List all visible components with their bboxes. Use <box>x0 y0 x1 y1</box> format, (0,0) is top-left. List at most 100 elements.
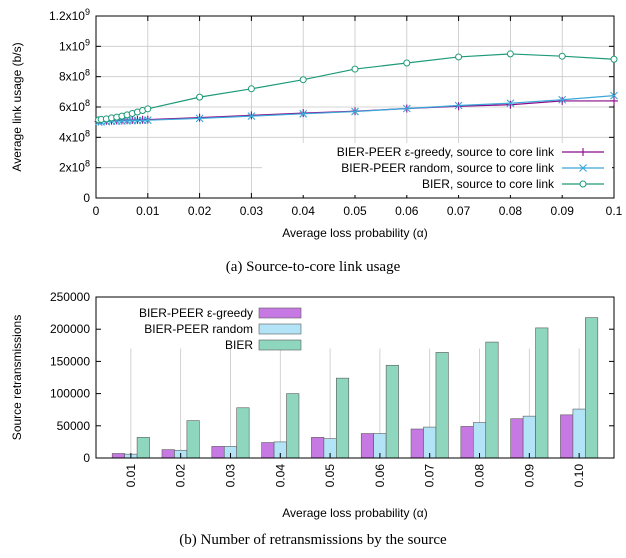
data-point <box>610 91 618 100</box>
y-tick-base: 1.2x10 <box>49 9 85 23</box>
y-tick-label: 6x108 <box>59 98 90 114</box>
data-point <box>143 116 152 125</box>
data-point <box>506 50 514 58</box>
bar <box>522 415 536 459</box>
bar <box>460 426 474 459</box>
x-tick-label: 0.10 <box>572 464 586 488</box>
data-point <box>351 65 359 73</box>
bar <box>136 437 150 459</box>
data-point <box>299 76 307 84</box>
bar <box>261 442 275 459</box>
bar <box>572 408 586 459</box>
x-tick-label: 0.05 <box>323 464 337 488</box>
data-point <box>247 112 256 120</box>
data-point <box>402 104 411 113</box>
data-point <box>506 99 515 108</box>
y-tick-exponent: 8 <box>85 98 90 108</box>
y-tick-exponent: 8 <box>85 68 90 78</box>
x-tick-label: 0.09 <box>551 204 575 218</box>
x-tick-label: 0.03 <box>223 464 237 488</box>
x-tick-label: 0.08 <box>499 204 523 218</box>
data-point <box>579 148 587 156</box>
x-tick-label: 0 <box>93 204 100 218</box>
y-tick-label: 0 <box>83 451 90 465</box>
bar <box>410 428 424 459</box>
legend-swatch <box>258 323 302 335</box>
legend-label: BIER-PEER ε-greedy <box>139 306 253 320</box>
data-point <box>247 85 255 93</box>
bar <box>111 453 125 459</box>
y-tick-label: 8x108 <box>59 68 90 84</box>
caption-b: (b) Number of retransmissions by the sou… <box>179 532 447 548</box>
x-tick-label: 0.06 <box>395 204 419 218</box>
x-tick-label: 0.01 <box>136 204 160 218</box>
data-point <box>196 93 204 101</box>
y-tick-label: 1.2x109 <box>49 7 90 23</box>
x-tick-label: 0.08 <box>473 464 487 488</box>
y-tick-label: 4x108 <box>59 128 90 144</box>
data-point <box>558 95 567 104</box>
bar <box>236 407 250 459</box>
x-tick-label: 0.09 <box>522 464 536 488</box>
legend-label: BIER-PEER random <box>144 322 253 336</box>
x-tick-label: 0.1 <box>606 204 623 218</box>
bar <box>435 352 449 459</box>
y-tick-base: 1x10 <box>59 39 85 53</box>
bar <box>186 420 200 459</box>
legend-box <box>262 143 612 195</box>
x-tick-label: 0.02 <box>174 464 188 488</box>
y-tick-label: 150000 <box>50 354 90 368</box>
y-tick-base: 6x10 <box>59 100 85 114</box>
y-tick-base: 8x10 <box>59 70 85 84</box>
y-tick-label: 100000 <box>50 387 90 401</box>
bar <box>161 449 175 459</box>
x-tick-label: 0.04 <box>292 204 316 218</box>
data-point <box>610 96 618 105</box>
y-tick-base: 2x10 <box>59 161 85 175</box>
data-point <box>558 96 567 105</box>
x-tick-label: 0.03 <box>240 204 264 218</box>
data-point <box>144 105 152 113</box>
data-point <box>299 109 308 118</box>
legend-label: BIER, source to core link <box>422 177 555 191</box>
bar <box>485 341 499 459</box>
y-tick-label: 2x108 <box>59 159 90 175</box>
bar <box>560 414 574 459</box>
caption-a: (a) Source-to-core link usage <box>225 259 401 275</box>
data-point <box>195 114 204 123</box>
y-tick-label: 250000 <box>50 290 90 304</box>
data-point <box>506 100 515 109</box>
legend-label: BIER-PEER ε-greedy, source to core link <box>337 145 555 159</box>
y-tick-label: 200000 <box>50 322 90 336</box>
y-tick-exponent: 8 <box>85 159 90 169</box>
plot-frame <box>95 296 615 459</box>
bar <box>286 393 300 459</box>
legend-label: BIER <box>225 338 253 352</box>
x-axis-label: Average loss probability (α) <box>282 506 427 520</box>
data-point <box>403 59 411 67</box>
legend-label: BIER-PEER random, source to core link <box>341 161 555 175</box>
data-point <box>351 107 359 116</box>
data-point <box>454 101 463 110</box>
y-axis-label: Source retransmissions <box>10 315 24 440</box>
legend-swatch <box>258 339 302 351</box>
y-tick-exponent: 9 <box>85 37 90 47</box>
x-axis-label: Average loss probability (α) <box>282 226 427 240</box>
bar <box>472 422 487 459</box>
bar <box>585 317 599 459</box>
data-point <box>579 164 587 172</box>
data-point <box>579 180 587 188</box>
bar <box>385 364 399 459</box>
y-tick-label: 0 <box>83 191 90 205</box>
retransmissions-bar-chart: 0 50000 100000 150000 200000 250000 0.01 0.02 0.… <box>10 290 615 520</box>
x-tick-label: 0.06 <box>373 464 387 488</box>
bar <box>311 437 325 459</box>
x-tick-label: 0.01 <box>124 464 138 488</box>
data-point <box>558 52 566 60</box>
y-tick-exponent: 8 <box>85 128 90 138</box>
x-tick-label: 0.07 <box>423 464 437 488</box>
y-tick-label: 50000 <box>57 419 91 433</box>
data-point <box>610 55 618 63</box>
bar <box>211 446 225 459</box>
